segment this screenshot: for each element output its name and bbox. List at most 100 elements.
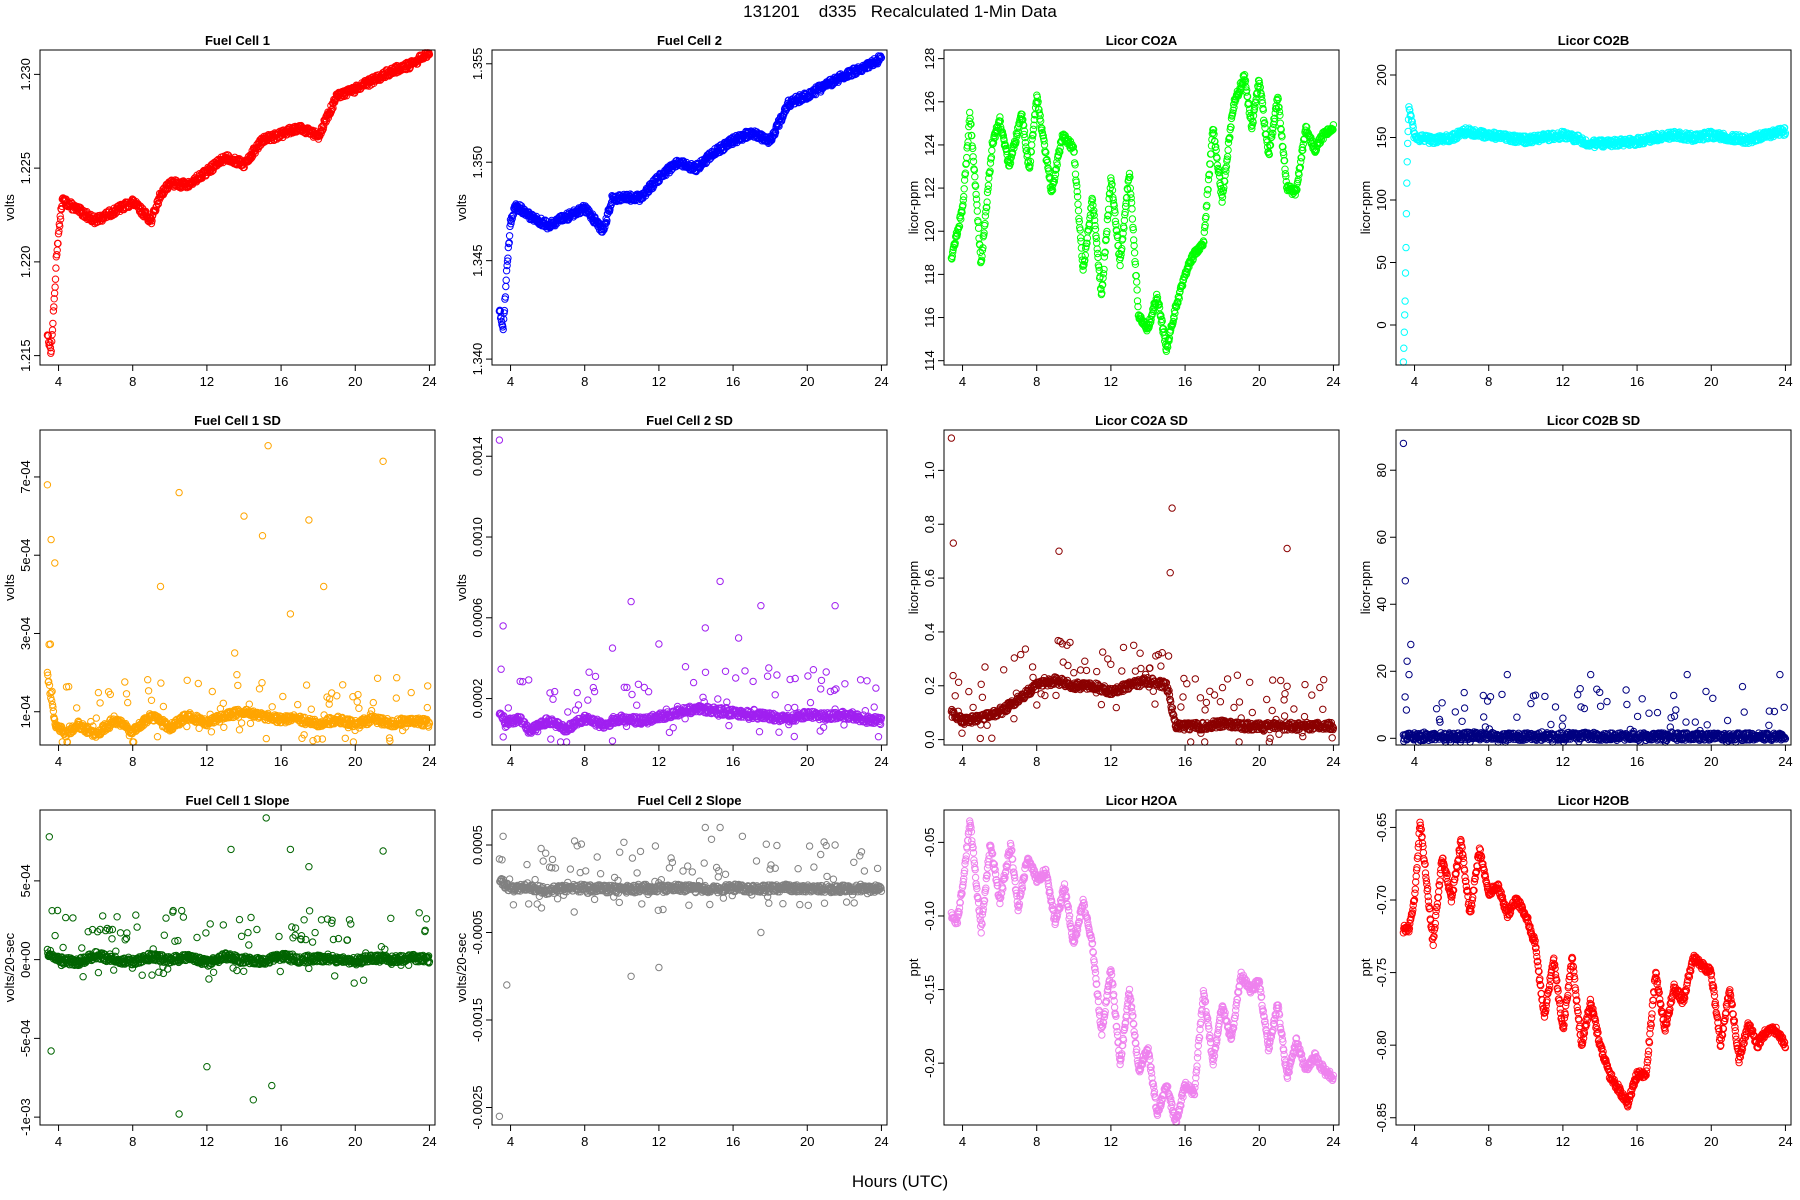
data-point [147, 696, 156, 704]
data-point [564, 708, 572, 716]
data-point [1402, 243, 1410, 252]
x-tick-label: 20 [348, 374, 362, 389]
data-point [47, 347, 55, 355]
data-point [159, 702, 168, 711]
x-tick-label: 20 [1704, 374, 1718, 389]
data-point [309, 737, 317, 745]
outlier-point [240, 512, 248, 520]
data-point [152, 206, 160, 215]
data-point [245, 700, 254, 708]
data-point [973, 207, 981, 215]
data-point [1091, 225, 1100, 234]
data-point [1040, 141, 1049, 149]
data-point [50, 295, 58, 303]
data-point [369, 698, 377, 707]
data-point [591, 672, 600, 681]
panel-title: Fuel Cell 1 SD [194, 413, 281, 428]
data-point [92, 714, 101, 722]
data-point [49, 307, 58, 315]
y-tick-label: 1.230 [18, 58, 33, 91]
data-points [495, 436, 886, 746]
data-point [1093, 239, 1101, 247]
panel-title: Licor CO2B [1558, 33, 1630, 48]
data-point [497, 665, 505, 673]
data-point [307, 705, 315, 713]
y-tick-label: 1.355 [470, 48, 485, 81]
plot-frame [39, 49, 436, 366]
data-point [1128, 205, 1136, 213]
data-point [1206, 160, 1214, 168]
outlier-point [264, 442, 272, 450]
data-point [268, 703, 276, 711]
data-point [423, 703, 431, 712]
data-point [1130, 249, 1139, 257]
data-point [233, 671, 241, 679]
data-point [590, 687, 599, 696]
data-point [1133, 286, 1141, 294]
data-point [1204, 186, 1212, 194]
data-point [1400, 344, 1408, 352]
data-point [122, 690, 131, 698]
outlier-point [156, 582, 165, 591]
data-point [1074, 207, 1083, 215]
y-tick-label: 1.225 [18, 152, 33, 185]
y-tick-label: 3e-04 [18, 617, 33, 650]
y-tick-label: 50 [1374, 255, 1389, 269]
y-tick-label: 118 [922, 264, 937, 285]
outlier-point [231, 649, 239, 657]
data-point [1128, 215, 1137, 223]
data-point [549, 695, 557, 703]
data-point [56, 222, 64, 231]
data-point [208, 687, 217, 696]
y-tick-label: 114 [922, 350, 937, 371]
panel-title: Licor CO2A [1106, 33, 1178, 48]
data-point [244, 157, 252, 166]
outlier-point [258, 532, 267, 540]
data-point [504, 704, 512, 712]
data-point [392, 694, 400, 702]
outlier-point [286, 610, 295, 618]
data-point [54, 239, 62, 248]
data-point [147, 219, 156, 228]
data-point [48, 326, 57, 334]
y-axis-label: licor-ppm [906, 181, 921, 234]
plot-frame [1395, 49, 1792, 366]
data-point [988, 146, 996, 155]
data-point [153, 733, 162, 741]
data-point [353, 698, 361, 706]
data-point [373, 674, 382, 682]
data-point [46, 338, 54, 347]
data-point [407, 688, 415, 697]
y-tick-label: 124 [922, 134, 937, 156]
data-point [633, 701, 641, 709]
data-point [341, 734, 349, 742]
x-tick-label: 16 [1178, 374, 1192, 389]
data-point [556, 738, 565, 746]
y-axis-label: volts [454, 194, 469, 221]
x-tick-label: 8 [129, 754, 136, 769]
data-point [333, 692, 341, 700]
data-point [499, 733, 507, 741]
data-point [1399, 358, 1408, 366]
data-point [1094, 253, 1102, 262]
data-point [51, 275, 60, 283]
data-point [1224, 146, 1232, 154]
data-point [50, 303, 58, 311]
data-point [57, 205, 66, 214]
data-point [984, 181, 993, 190]
data-points [43, 442, 434, 746]
x-tick-label: 12 [1556, 374, 1570, 389]
data-point [1401, 311, 1409, 319]
data-point [279, 692, 287, 701]
data-point [54, 230, 63, 238]
x-tick-label: 24 [1326, 374, 1340, 389]
y-tick-label: 0 [1374, 321, 1389, 328]
data-point [574, 701, 583, 709]
data-points [947, 71, 1338, 355]
page-title: 131201 d335 Recalculated 1-Min Data [743, 2, 1057, 21]
data-point [144, 676, 152, 684]
outlier-point [51, 559, 59, 567]
x-tick-label: 4 [507, 374, 514, 389]
